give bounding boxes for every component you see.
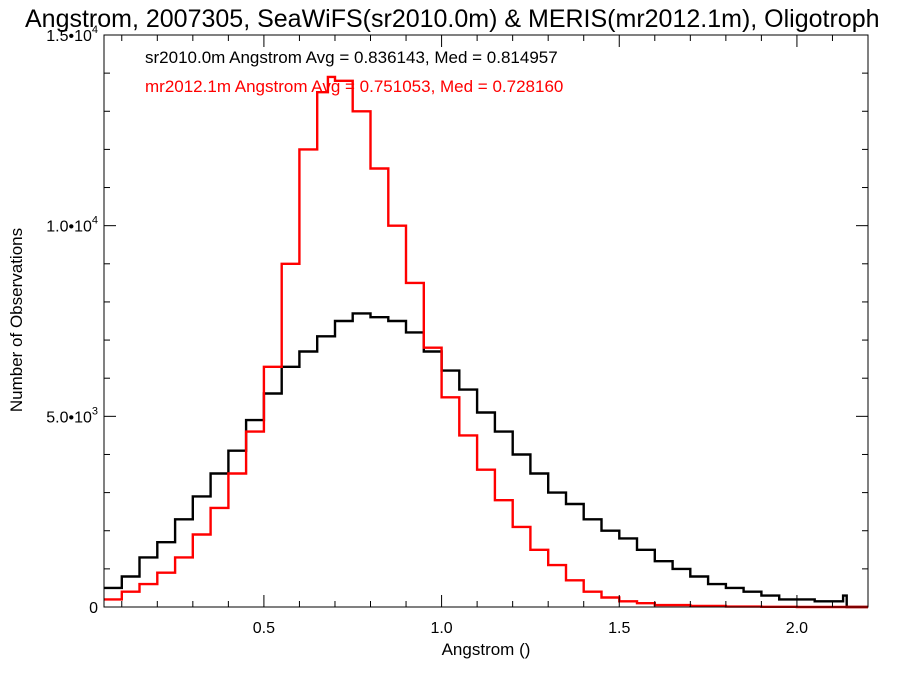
series-1-histogram-line — [104, 75, 868, 609]
series-layer — [104, 75, 868, 609]
y-axis-label: Number of Observations — [7, 228, 26, 412]
x-tick-label: 0.5 — [253, 620, 275, 637]
series-0-histogram-line — [104, 312, 868, 609]
stats-annotation-mr2012: mr2012.1m Angstrom Avg = 0.751053, Med =… — [145, 77, 563, 96]
y-tick-label: 1.5•104 — [46, 24, 98, 45]
y-tick-label: 0 — [89, 600, 98, 617]
y-tick-label: 1.0•104 — [46, 215, 98, 236]
chart-title: Angstrom, 2007305, SeaWiFS(sr2010.0m) & … — [25, 5, 880, 33]
x-tick-label: 2.0 — [786, 620, 808, 637]
x-tick-label: 1.0 — [430, 620, 452, 637]
y-tick-label: 5.0•103 — [46, 405, 98, 426]
x-axis-label: Angstrom () — [442, 640, 531, 659]
x-tick-label: 1.5 — [608, 620, 630, 637]
stats-annotation-sr2010: sr2010.0m Angstrom Avg = 0.836143, Med =… — [145, 48, 558, 67]
plot-frame — [103, 34, 869, 608]
axes-layer: 0.5 1.0 1.5 2.0 0 5.0•103 1.0•104 1.5•104 — [46, 24, 869, 637]
